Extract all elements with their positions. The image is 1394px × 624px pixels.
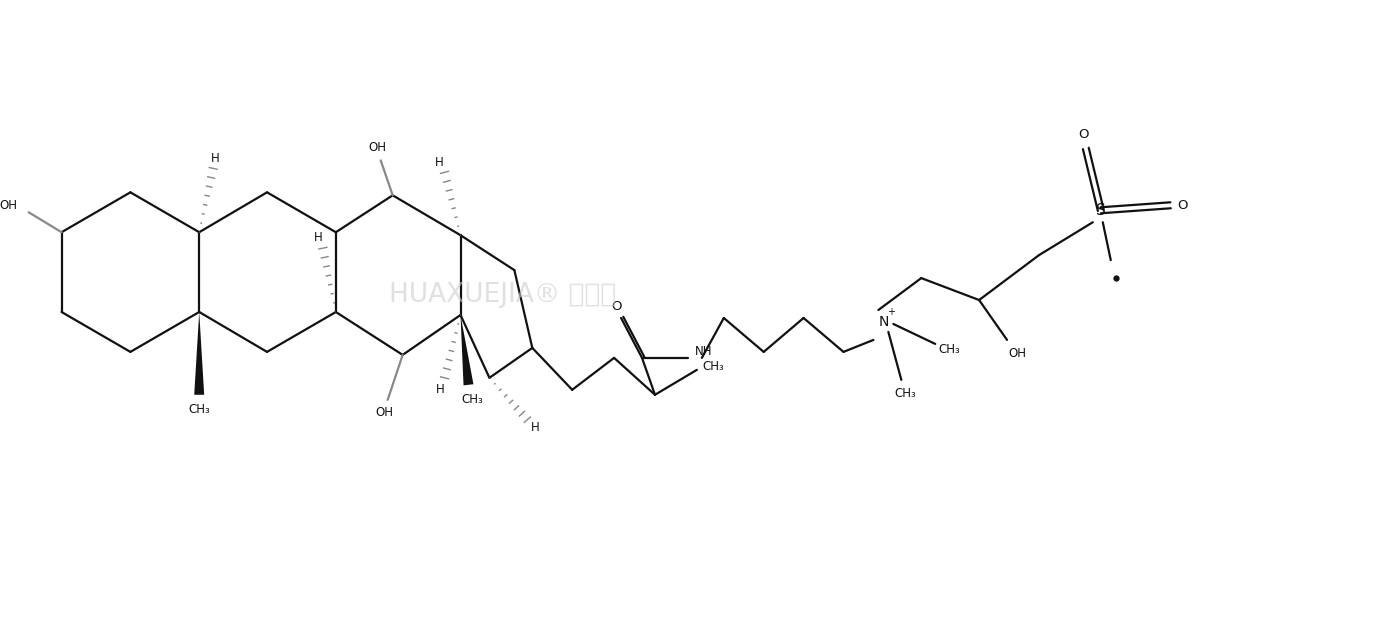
Text: H: H xyxy=(436,383,445,396)
Text: O: O xyxy=(1079,128,1089,141)
Text: H: H xyxy=(314,231,322,244)
Text: OH: OH xyxy=(0,199,18,212)
Polygon shape xyxy=(460,315,474,386)
Text: H: H xyxy=(210,152,219,165)
Text: OH: OH xyxy=(376,406,393,419)
Text: O: O xyxy=(1178,199,1188,212)
Text: CH₃: CH₃ xyxy=(703,360,723,373)
Text: O: O xyxy=(611,300,622,313)
Text: +: + xyxy=(888,307,895,317)
Text: N: N xyxy=(878,315,888,329)
Text: CH₃: CH₃ xyxy=(461,393,484,406)
Text: NH: NH xyxy=(694,346,712,358)
Text: OH: OH xyxy=(369,141,386,154)
Text: S: S xyxy=(1096,203,1105,218)
Text: H: H xyxy=(435,156,443,169)
Text: H: H xyxy=(531,421,539,434)
Text: HUAXUEJIA® 化学加: HUAXUEJIA® 化学加 xyxy=(389,282,616,308)
Text: OH: OH xyxy=(1008,348,1026,361)
Text: CH₃: CH₃ xyxy=(938,343,960,356)
Polygon shape xyxy=(194,312,204,395)
Text: CH₃: CH₃ xyxy=(895,388,916,400)
Text: CH₃: CH₃ xyxy=(188,403,210,416)
